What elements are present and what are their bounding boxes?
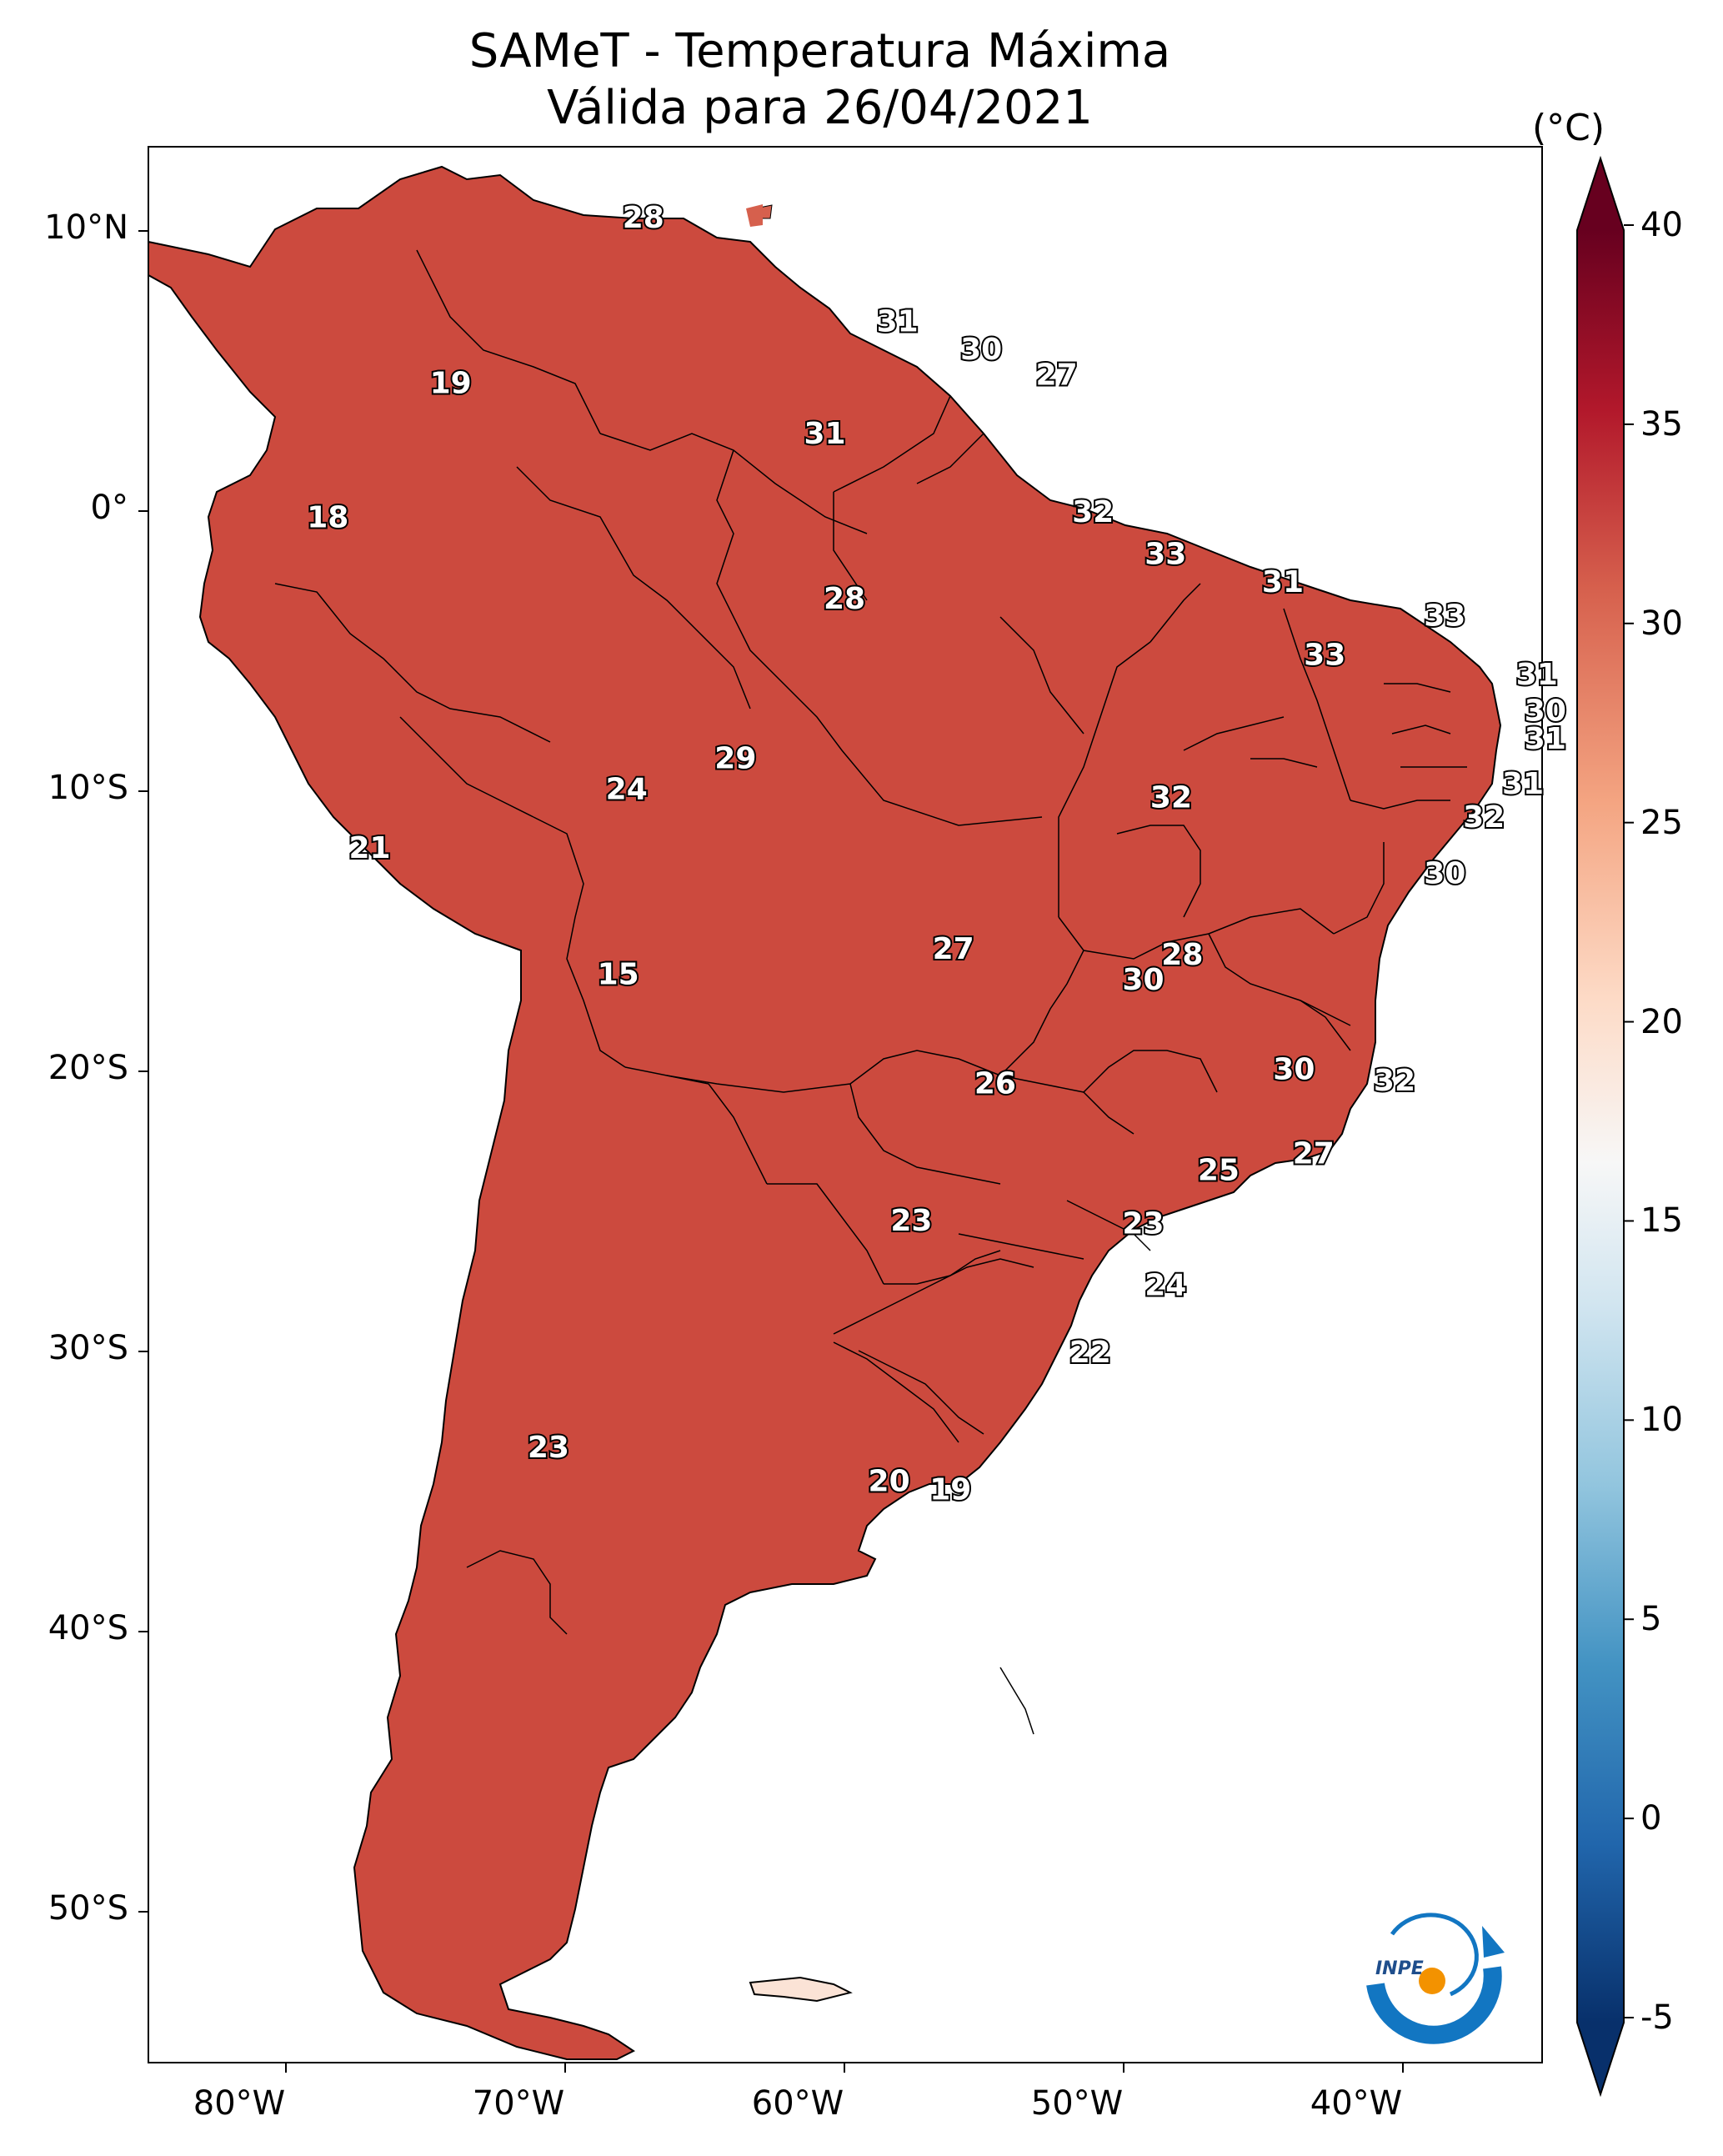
city-temperature-label: 31: [1502, 767, 1544, 801]
colorbar-tick-label: -5: [1640, 1998, 1674, 2037]
city-temperature-label: 25: [1198, 1154, 1240, 1188]
city-temperature-label: 28: [623, 201, 664, 235]
lat-label-20s: 20°S: [48, 1049, 128, 1087]
city-temperature-label: 31: [1516, 658, 1558, 692]
colorbar-min-extend: [1577, 2023, 1624, 2094]
lat-label-50s: 50°S: [48, 1889, 128, 1928]
city-temperature-label: 28: [1161, 938, 1203, 972]
political-borders: [274, 249, 1467, 1735]
city-temperature-label: 19: [430, 366, 472, 400]
colorbar-tick-label: 40: [1640, 206, 1683, 244]
lat-label-10n: 10°N: [44, 208, 128, 247]
colorbar-tick-label: 5: [1640, 1600, 1662, 1639]
city-temperature-label: 32: [1463, 800, 1505, 835]
city-temperature-label: 27: [1293, 1136, 1335, 1171]
city-temperature-label: 33: [1424, 599, 1465, 633]
city-temperature-label: 30: [1424, 856, 1465, 890]
city-temperature-label: 31: [1525, 722, 1566, 756]
city-temperature-label: 29: [714, 742, 756, 776]
city-temperature-label: 30: [960, 333, 1002, 367]
inpe-logo: INPE: [1366, 1913, 1505, 2044]
colorbar: [1576, 155, 1634, 2098]
city-temperature-label: 22: [1069, 1336, 1111, 1370]
city-temperature-label: 23: [1122, 1206, 1164, 1241]
lon-label-40w: 40°W: [1310, 2084, 1403, 2123]
colorbar-tick-label: 0: [1640, 1799, 1662, 1838]
city-temperature-label: 15: [598, 957, 639, 991]
city-temperature-label: 32: [1150, 781, 1192, 815]
colorbar-tick-label: 20: [1640, 1002, 1683, 1041]
city-temperature-label: 23: [890, 1204, 932, 1238]
city-temperature-label: 31: [1262, 565, 1304, 599]
lon-label-70w: 70°W: [472, 2084, 565, 2123]
city-temperature-label: 24: [606, 773, 648, 807]
lat-label-0: 0°: [90, 489, 128, 527]
lat-label-10s: 10°S: [48, 769, 128, 807]
lat-label-30s: 30°S: [48, 1329, 128, 1367]
colorbar-tick-label: 35: [1640, 404, 1683, 444]
colorbar-outline: [1576, 155, 1625, 2098]
colorbar-max-extend: [1577, 158, 1624, 230]
lon-label-50w: 50°W: [1030, 2084, 1124, 2123]
lon-label-60w: 60°W: [751, 2084, 844, 2123]
colorbar-ticks: [1624, 224, 1634, 2018]
city-temperature-label: 32: [1374, 1064, 1415, 1098]
colorbar-tick-label: 15: [1640, 1201, 1683, 1241]
svg-text:INPE: INPE: [1375, 1958, 1424, 1979]
city-temperature-label: 30: [1525, 694, 1566, 729]
lat-label-40s: 40°S: [48, 1609, 128, 1647]
colorbar-ramp: [1577, 230, 1624, 2023]
city-temperature-label: 27: [933, 932, 974, 966]
city-temperature-label: 31: [877, 305, 919, 339]
city-temperature-label: 24: [1144, 1268, 1186, 1302]
colorbar-tick-label: 30: [1640, 604, 1683, 643]
city-temperature-label: 20: [869, 1465, 910, 1499]
city-temperature-label: 21: [348, 831, 390, 865]
colorbar-tick-label: 25: [1640, 803, 1683, 842]
city-temperature-label: 19: [929, 1473, 971, 1507]
city-temperature-label: 28: [824, 582, 865, 616]
city-temperature-label: 32: [1072, 495, 1114, 529]
city-temperature-label: 26: [974, 1066, 1016, 1101]
map-title: SAMeT - Temperatura Máxima: [468, 24, 1171, 78]
city-temperature-label: 23: [528, 1431, 569, 1465]
city-temperature-label: 27: [1036, 358, 1078, 392]
city-temperature-label: 33: [1304, 638, 1345, 672]
axis-ticks: [138, 230, 1404, 2073]
islands: [746, 204, 853, 2003]
lon-label-80w: 80°W: [193, 2084, 286, 2123]
city-temperature-label: 18: [307, 501, 348, 535]
colorbar-unit: (°C): [1532, 107, 1605, 149]
colorbar-tick-label: 10: [1640, 1401, 1683, 1440]
city-temperature-label: 33: [1144, 537, 1186, 571]
map-subtitle: Válida para 26/04/2021: [547, 81, 1093, 135]
city-temperature-label: 30: [1273, 1053, 1315, 1087]
city-temperature-label: 31: [804, 417, 845, 451]
city-temperature-label: 30: [1122, 963, 1164, 997]
